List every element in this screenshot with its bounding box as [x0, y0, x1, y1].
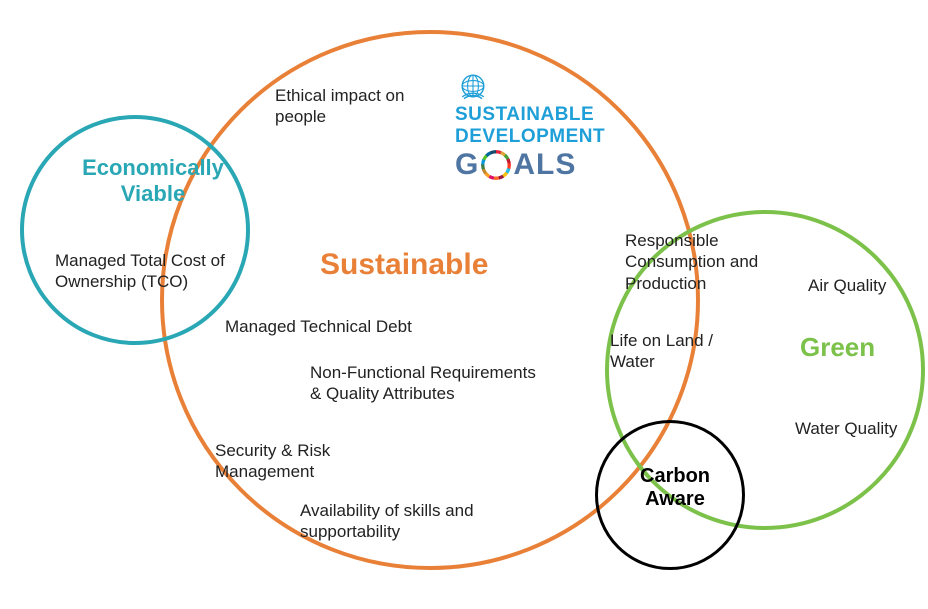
un-emblem-icon: [455, 68, 605, 104]
label-skills: Availability of skills and supportabilit…: [300, 500, 560, 543]
circle-economically-viable: [20, 115, 250, 345]
title-carbon-aware: Carbon Aware: [630, 465, 720, 511]
sdg-logo: SUSTAINABLE DEVELOPMENT G ALS: [455, 68, 605, 182]
label-water-quality: Water Quality: [795, 418, 928, 439]
diagram-stage: Sustainable Economically Viable Green Ca…: [0, 0, 928, 609]
sdg-line2: DEVELOPMENT: [455, 126, 605, 148]
title-sustainable: Sustainable: [320, 248, 488, 282]
label-ethical-impact: Ethical impact on people: [275, 85, 435, 128]
label-managed-tech-debt: Managed Technical Debt: [225, 316, 425, 337]
label-life-land-water: Life on Land / Water: [610, 330, 760, 373]
label-air-quality: Air Quality: [808, 275, 928, 296]
sdg-g-prefix: G: [455, 148, 479, 182]
sdg-line3: G ALS: [455, 148, 605, 182]
sdg-line1: SUSTAINABLE: [455, 104, 605, 126]
label-managed-tco: Managed Total Cost of Ownership (TCO): [55, 250, 230, 293]
title-economically-viable: Economically Viable: [68, 155, 238, 207]
label-responsible-consumption: Responsible Consumption and Production: [625, 230, 795, 294]
title-green: Green: [800, 332, 875, 363]
label-nfr: Non-Functional Requirements & Quality At…: [310, 362, 540, 405]
sdg-color-wheel-icon: [481, 150, 511, 180]
sdg-g-suffix: ALS: [513, 148, 576, 182]
label-security-risk: Security & Risk Management: [215, 440, 415, 483]
